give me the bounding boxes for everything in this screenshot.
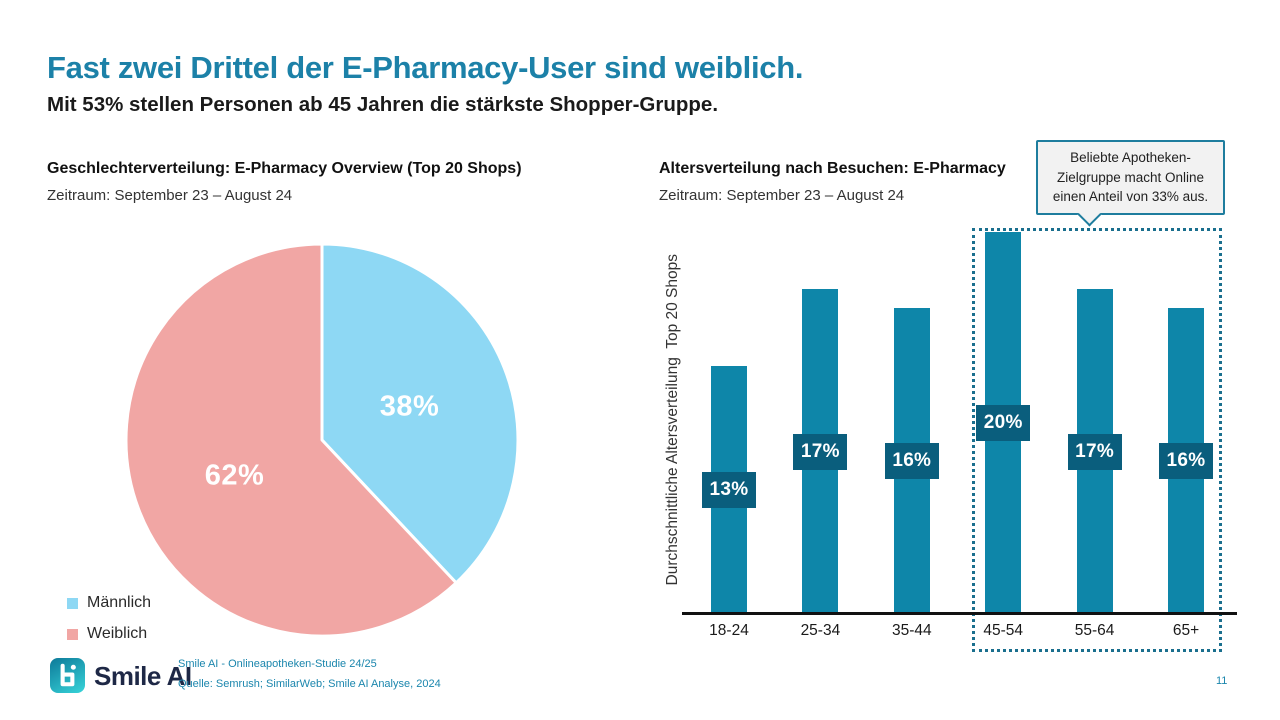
- age-45plus-highlight-box: [972, 228, 1222, 652]
- bar-value-label-35-44: 16%: [884, 443, 939, 480]
- x-tick-label-45-54: 45-54: [983, 622, 1024, 639]
- x-tick-label-18-24: 18-24: [709, 622, 749, 639]
- x-tick-label-35-44: 35-44: [891, 622, 932, 639]
- pie-slice-weiblich: [124, 242, 458, 638]
- bar-value-label-18-24: 13%: [702, 471, 756, 508]
- pie-slice-männlich: [320, 242, 520, 585]
- pie-chart-period: Zeitraum: September 23 – August 24: [47, 187, 293, 204]
- bar-value-label-65+: 16%: [1159, 443, 1213, 480]
- legend-item-maennlich: Männlich: [67, 594, 151, 612]
- x-tick-label-25-34: 25-34: [800, 622, 841, 639]
- callout-bubble: Beliebte Apotheken- Zielgruppe macht Onl…: [1036, 140, 1225, 215]
- footer-source-line: Quelle: Semrush; SimilarWeb; Smile AI An…: [178, 677, 441, 690]
- bar-chart-title: Altersverteilung nach Besuchen: E-Pharma…: [659, 160, 1006, 177]
- smile-ai-logo-icon: [50, 658, 85, 693]
- brand-name: Smile AI: [94, 661, 192, 691]
- pie-legend: Männlich Weiblich: [67, 594, 151, 656]
- x-tick-label-55-64: 55-64: [1074, 622, 1115, 639]
- footer-source-block: Smile AI - Onlineapotheken-Studie 24/25 …: [178, 655, 441, 695]
- pie-data-label-männlich: 38%: [380, 390, 440, 422]
- bar-chart-x-axis-line: [682, 612, 1237, 615]
- legend-swatch-weiblich: [67, 628, 78, 640]
- legend-swatch-maennlich: [67, 597, 78, 609]
- slide-subtitle: Mit 53% stellen Personen ab 45 Jahren di…: [47, 93, 719, 116]
- age-bar-chart: 13% 18-24 17% 25-34 16% 35-44 20% 45-54 17% 55-64…: [682, 225, 1237, 639]
- legend-item-weiblich: Weiblich: [67, 625, 151, 643]
- legend-label-weiblich: Weiblich: [87, 625, 148, 642]
- pie-chart-title: Geschlechterverteilung: E-Pharmacy Overv…: [47, 160, 522, 177]
- smile-ai-glyph-icon: [60, 663, 76, 687]
- bar-chart-y-axis-label: Durchschnittliche Altersverteilung Top 2…: [664, 253, 681, 586]
- gender-pie-chart: 38% 62%: [123, 241, 521, 639]
- x-tick-label-65+: 65+: [1172, 622, 1200, 639]
- pie-svg: 38% 62%: [124, 242, 520, 638]
- bar-chart-period: Zeitraum: September 23 – August 24: [659, 187, 905, 204]
- bar-value-label-45-54: 20%: [976, 405, 1031, 441]
- footer-study-line: Smile AI - Onlineapotheken-Studie 24/25: [178, 658, 377, 670]
- pie-data-label-weiblich: 62%: [205, 460, 265, 492]
- bar-value-label-25-34: 17%: [793, 433, 848, 470]
- bar-value-label-55-64: 17%: [1067, 433, 1122, 470]
- slide-title: Fast zwei Drittel der E-Pharmacy-User si…: [47, 50, 804, 85]
- page-number: 11: [1216, 675, 1228, 687]
- legend-label-maennlich: Männlich: [87, 594, 152, 611]
